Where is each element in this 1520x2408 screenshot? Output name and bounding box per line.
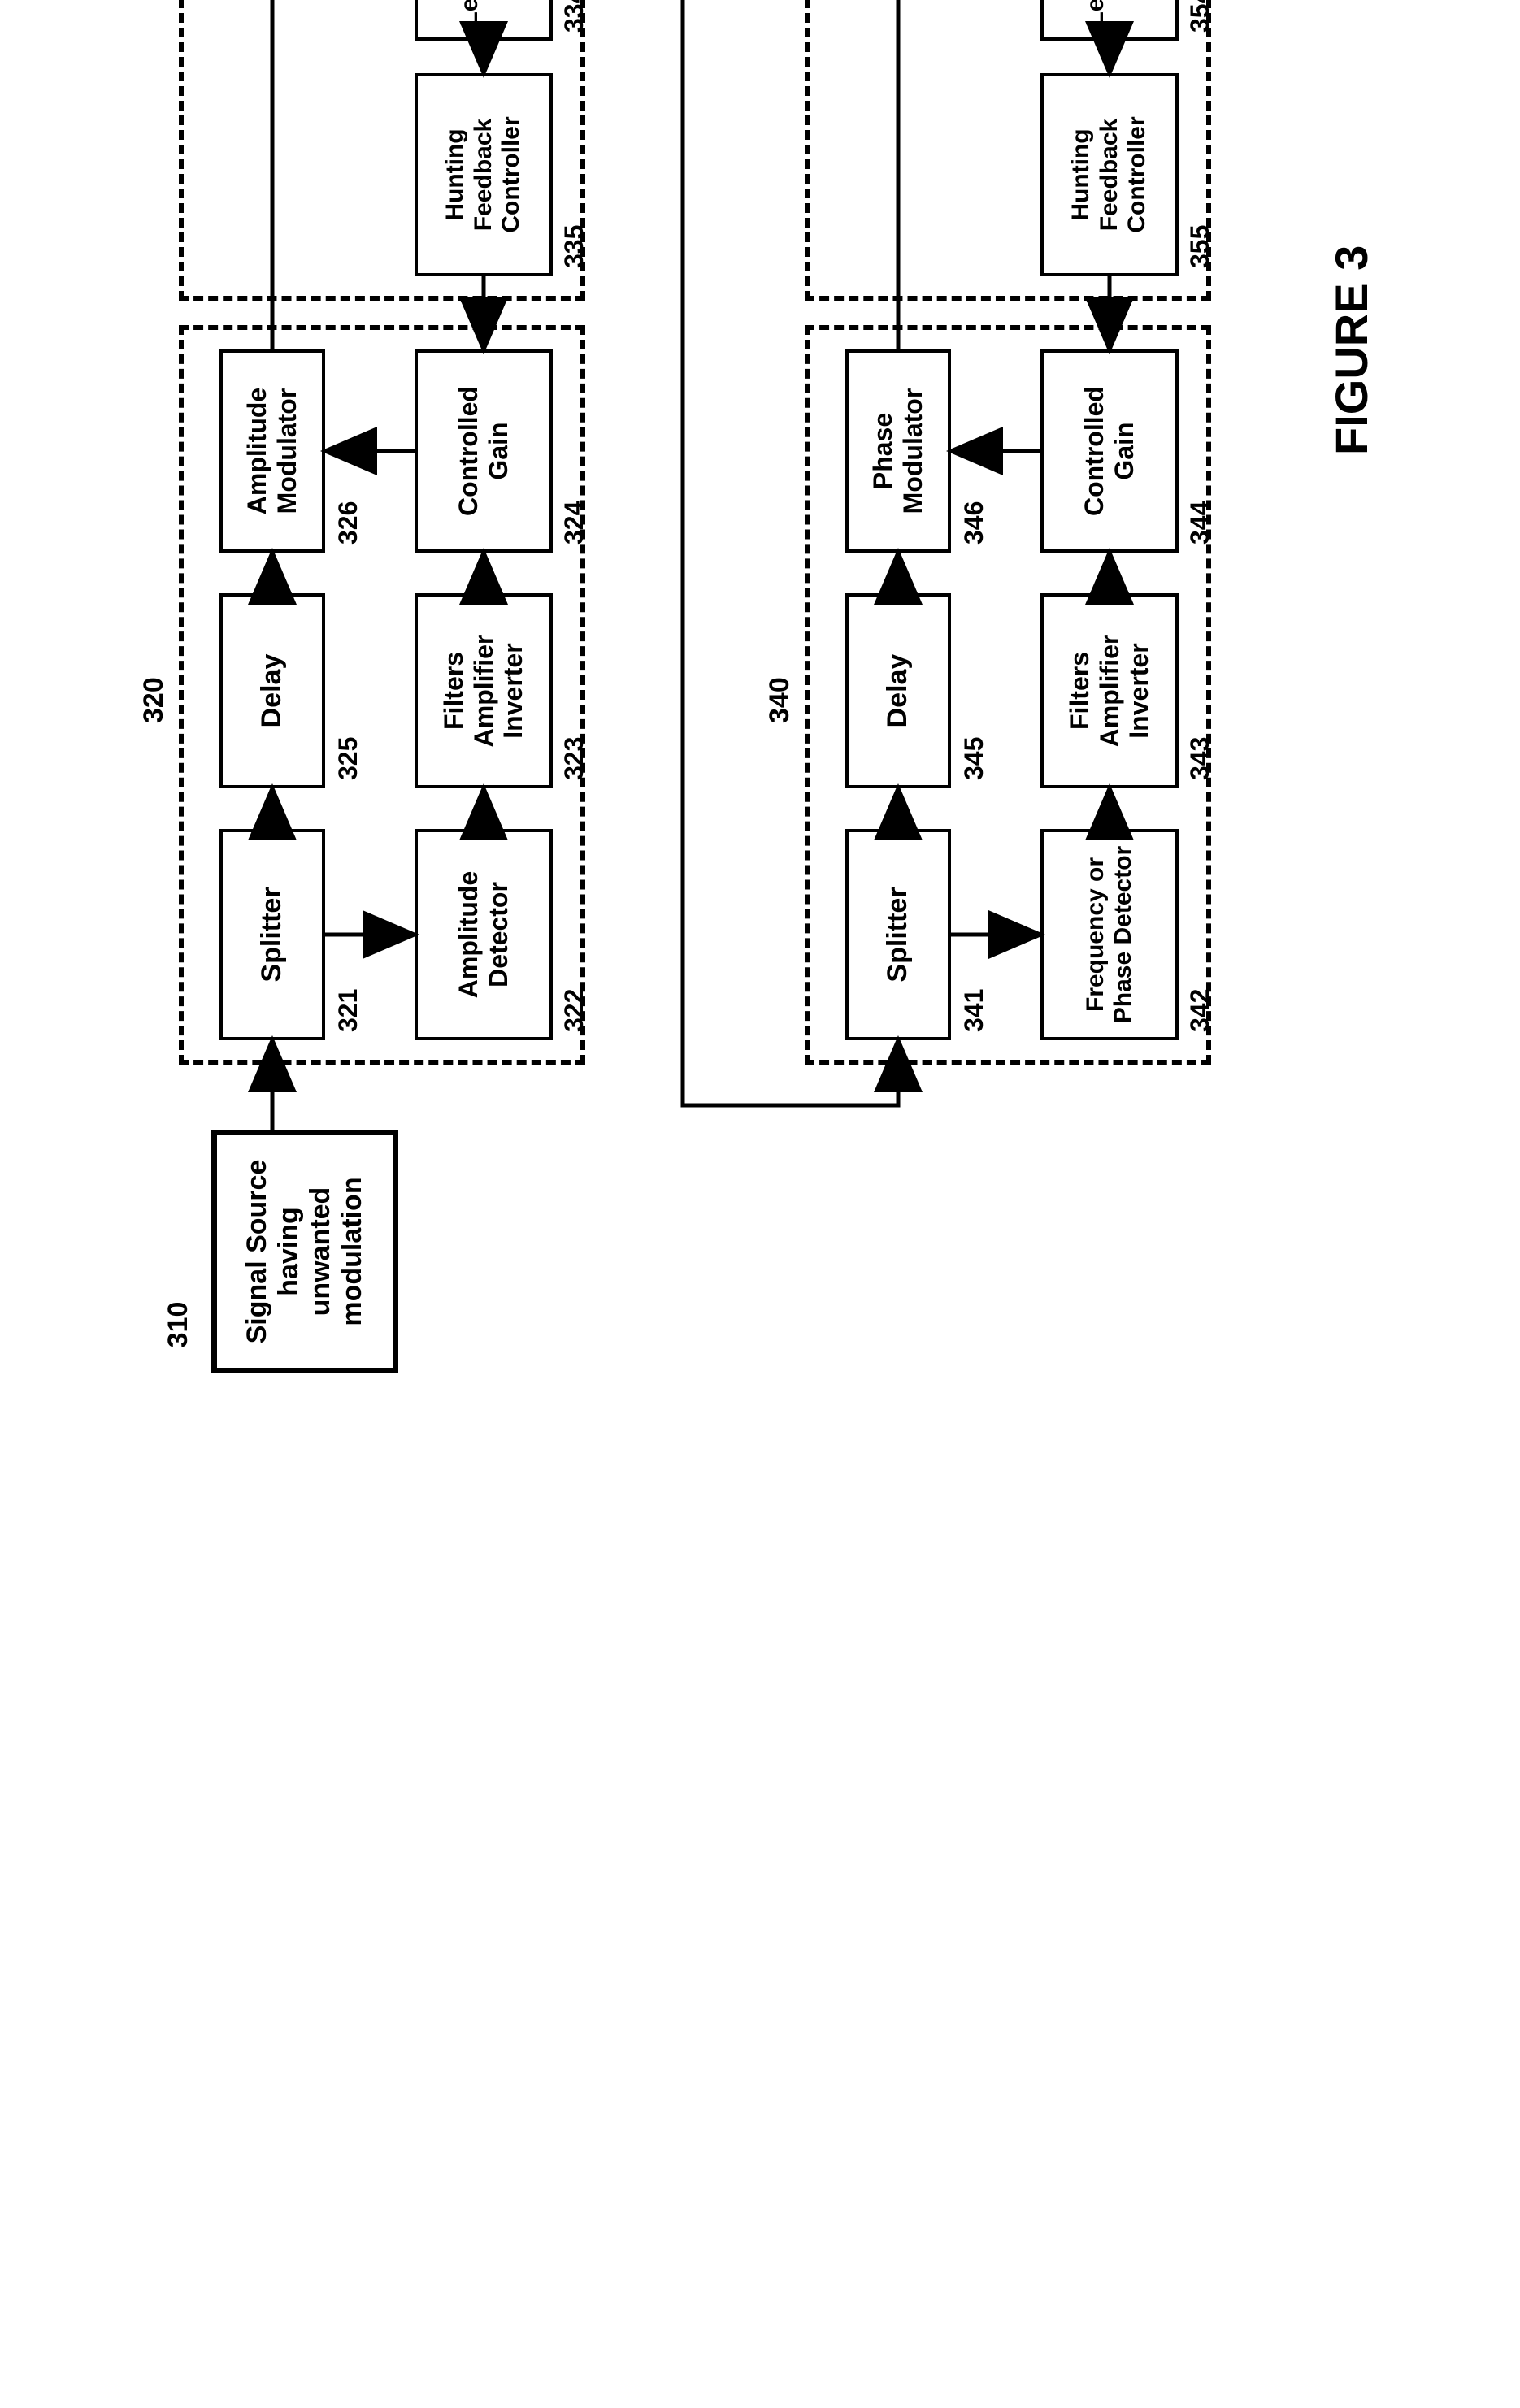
id-344: 344	[1185, 501, 1215, 545]
id-335: 335	[559, 225, 589, 268]
box-334: Level Detector/ Averaging	[415, 0, 553, 41]
id-341: 341	[959, 989, 989, 1032]
diagram-canvas: Signal Source having unwanted modulation…	[114, 98, 1406, 2308]
id-325: 325	[333, 737, 363, 780]
id-355: 355	[1185, 225, 1215, 268]
id-346: 346	[959, 501, 989, 545]
box-322: Amplitude Detector	[415, 829, 553, 1040]
box-324-text: Controlled Gain	[454, 358, 514, 545]
box-335: Hunting Feedback Controller	[415, 73, 553, 276]
id-354: 354	[1185, 0, 1215, 33]
box-343: Filters Amplifier Inverter	[1040, 593, 1179, 788]
box-326-text: Amplitude Modulator	[242, 358, 302, 545]
diagram-rotated-container: Signal Source having unwanted modulation…	[114, 0, 1406, 1390]
signal-source-text: Signal Source having unwanted modulation	[241, 1140, 368, 1363]
id-343: 343	[1185, 737, 1215, 780]
group-320-id: 320	[138, 677, 170, 723]
box-325: Delay	[219, 593, 325, 788]
box-323: Filters Amplifier Inverter	[415, 593, 553, 788]
box-321: Splitter	[219, 829, 325, 1040]
box-343-text: Filters Amplifier Inverter	[1065, 601, 1154, 780]
id-324: 324	[559, 501, 589, 545]
box-344-text: Controlled Gain	[1079, 358, 1140, 545]
group-340-id: 340	[764, 677, 796, 723]
id-326: 326	[333, 501, 363, 545]
box-342: Frequency or Phase Detector	[1040, 829, 1179, 1040]
figure-title: FIGURE 3	[1325, 245, 1378, 455]
id-345: 345	[959, 737, 989, 780]
box-324: Controlled Gain	[415, 349, 553, 553]
box-342-text: Frequency or Phase Detector	[1082, 837, 1138, 1032]
id-322: 322	[559, 989, 589, 1032]
box-354-text: Level Detector/ Averaging	[1082, 0, 1138, 33]
id-321: 321	[333, 989, 363, 1032]
id-323: 323	[559, 737, 589, 780]
box-354: Level Detector/ Averaging	[1040, 0, 1179, 41]
box-321-text: Splitter	[256, 887, 288, 982]
box-326: Amplitude Modulator	[219, 349, 325, 553]
box-341-text: Splitter	[882, 887, 914, 982]
box-341: Splitter	[845, 829, 951, 1040]
box-334-text: Level Detector/ Averaging	[456, 0, 512, 33]
id-334: 334	[559, 0, 589, 33]
box-355: Hunting Feedback Controller	[1040, 73, 1179, 276]
box-335-text: Hunting Feedback Controller	[441, 81, 526, 268]
box-346: Phase Modulator	[845, 349, 951, 553]
box-323-text: Filters Amplifier Inverter	[439, 601, 528, 780]
id-342: 342	[1185, 989, 1215, 1032]
box-344: Controlled Gain	[1040, 349, 1179, 553]
box-322-text: Amplitude Detector	[454, 837, 514, 1032]
box-345: Delay	[845, 593, 951, 788]
box-325-text: Delay	[256, 654, 288, 728]
box-355-text: Hunting Feedback Controller	[1067, 81, 1152, 268]
signal-source-box: Signal Source having unwanted modulation	[211, 1130, 398, 1373]
signal-source-id: 310	[163, 1276, 194, 1373]
box-345-text: Delay	[882, 654, 914, 728]
box-346-text: Phase Modulator	[868, 358, 928, 545]
